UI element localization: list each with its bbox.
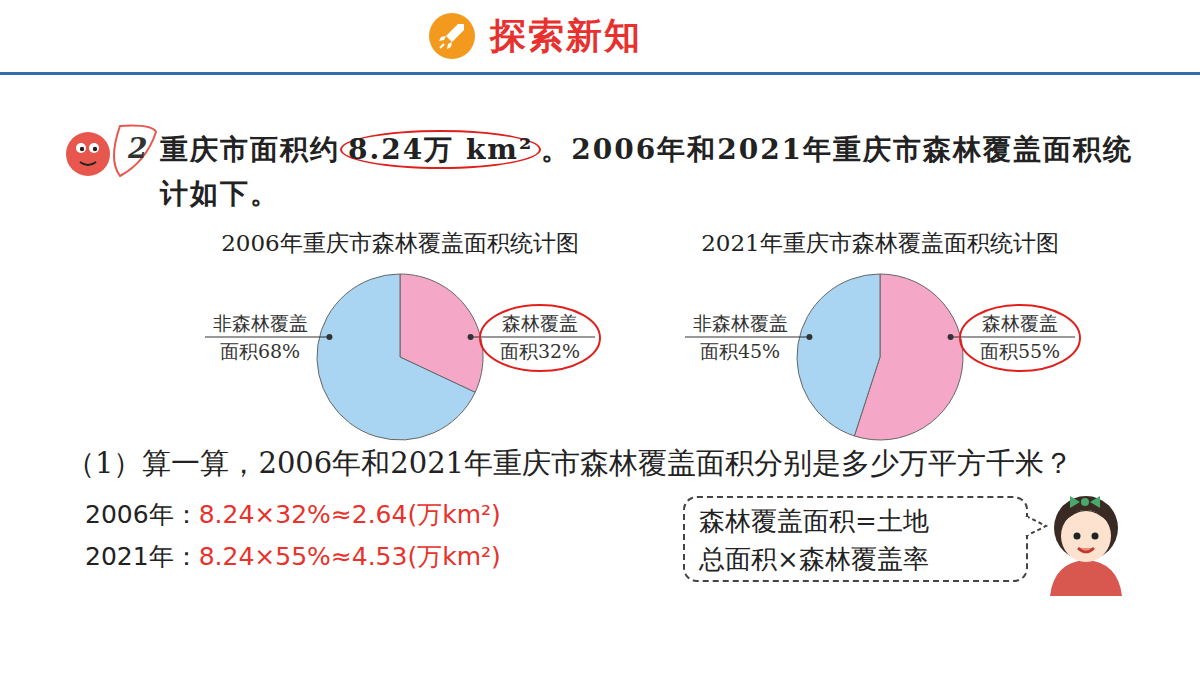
svg-text:非森林覆盖: 非森林覆盖 (693, 312, 788, 334)
html-text:重庆市面积约 8.24万 km² 。2006年和2021年重: 重庆市面积约 8.24万 km² 。2006年和2021年重庆市森林覆盖面积统计… (160, 133, 1134, 210)
svg-text:面积32%: 面积32% (500, 340, 580, 362)
svg-text:非森林覆盖: 非森林覆盖 (213, 312, 308, 334)
svg-text:森林覆盖: 森林覆盖 (502, 312, 578, 334)
html-text:2021年：8.24×55%≈4.53(万km²): 2021年：8.24×55%≈4.53(万km²) (85, 542, 501, 571)
html-text:（1）算一算，2006年和2021年重庆市森林覆盖面积分别是: （1）算一算，2006年和2021年重庆市森林覆盖面积分别是多少万平方千米？ (66, 446, 1074, 480)
svg-text:森林覆盖: 森林覆盖 (982, 312, 1058, 334)
html-text:2021年重庆市森林覆盖面积统计图: 2021年重庆市森林覆盖面积统计图 (701, 230, 1059, 256)
html-text:森林覆盖面积=土地总面积×森林覆盖率: 森林覆盖面积=土地总面积×森林覆盖率 (699, 506, 929, 574)
svg-text:面积45%: 面积45% (700, 340, 780, 362)
html-text:2006年重庆市森林覆盖面积统计图: 2006年重庆市森林覆盖面积统计图 (221, 230, 579, 256)
svg-text:面积55%: 面积55% (980, 340, 1060, 362)
svg-text:2: 2 (127, 132, 147, 165)
html-text:2006年：8.24×32%≈2.64(万km²): 2006年：8.24×32%≈2.64(万km²) (85, 500, 501, 529)
svg-text:面积68%: 面积68% (220, 340, 300, 362)
html-text:探索新知: 探索新知 (490, 15, 642, 56)
